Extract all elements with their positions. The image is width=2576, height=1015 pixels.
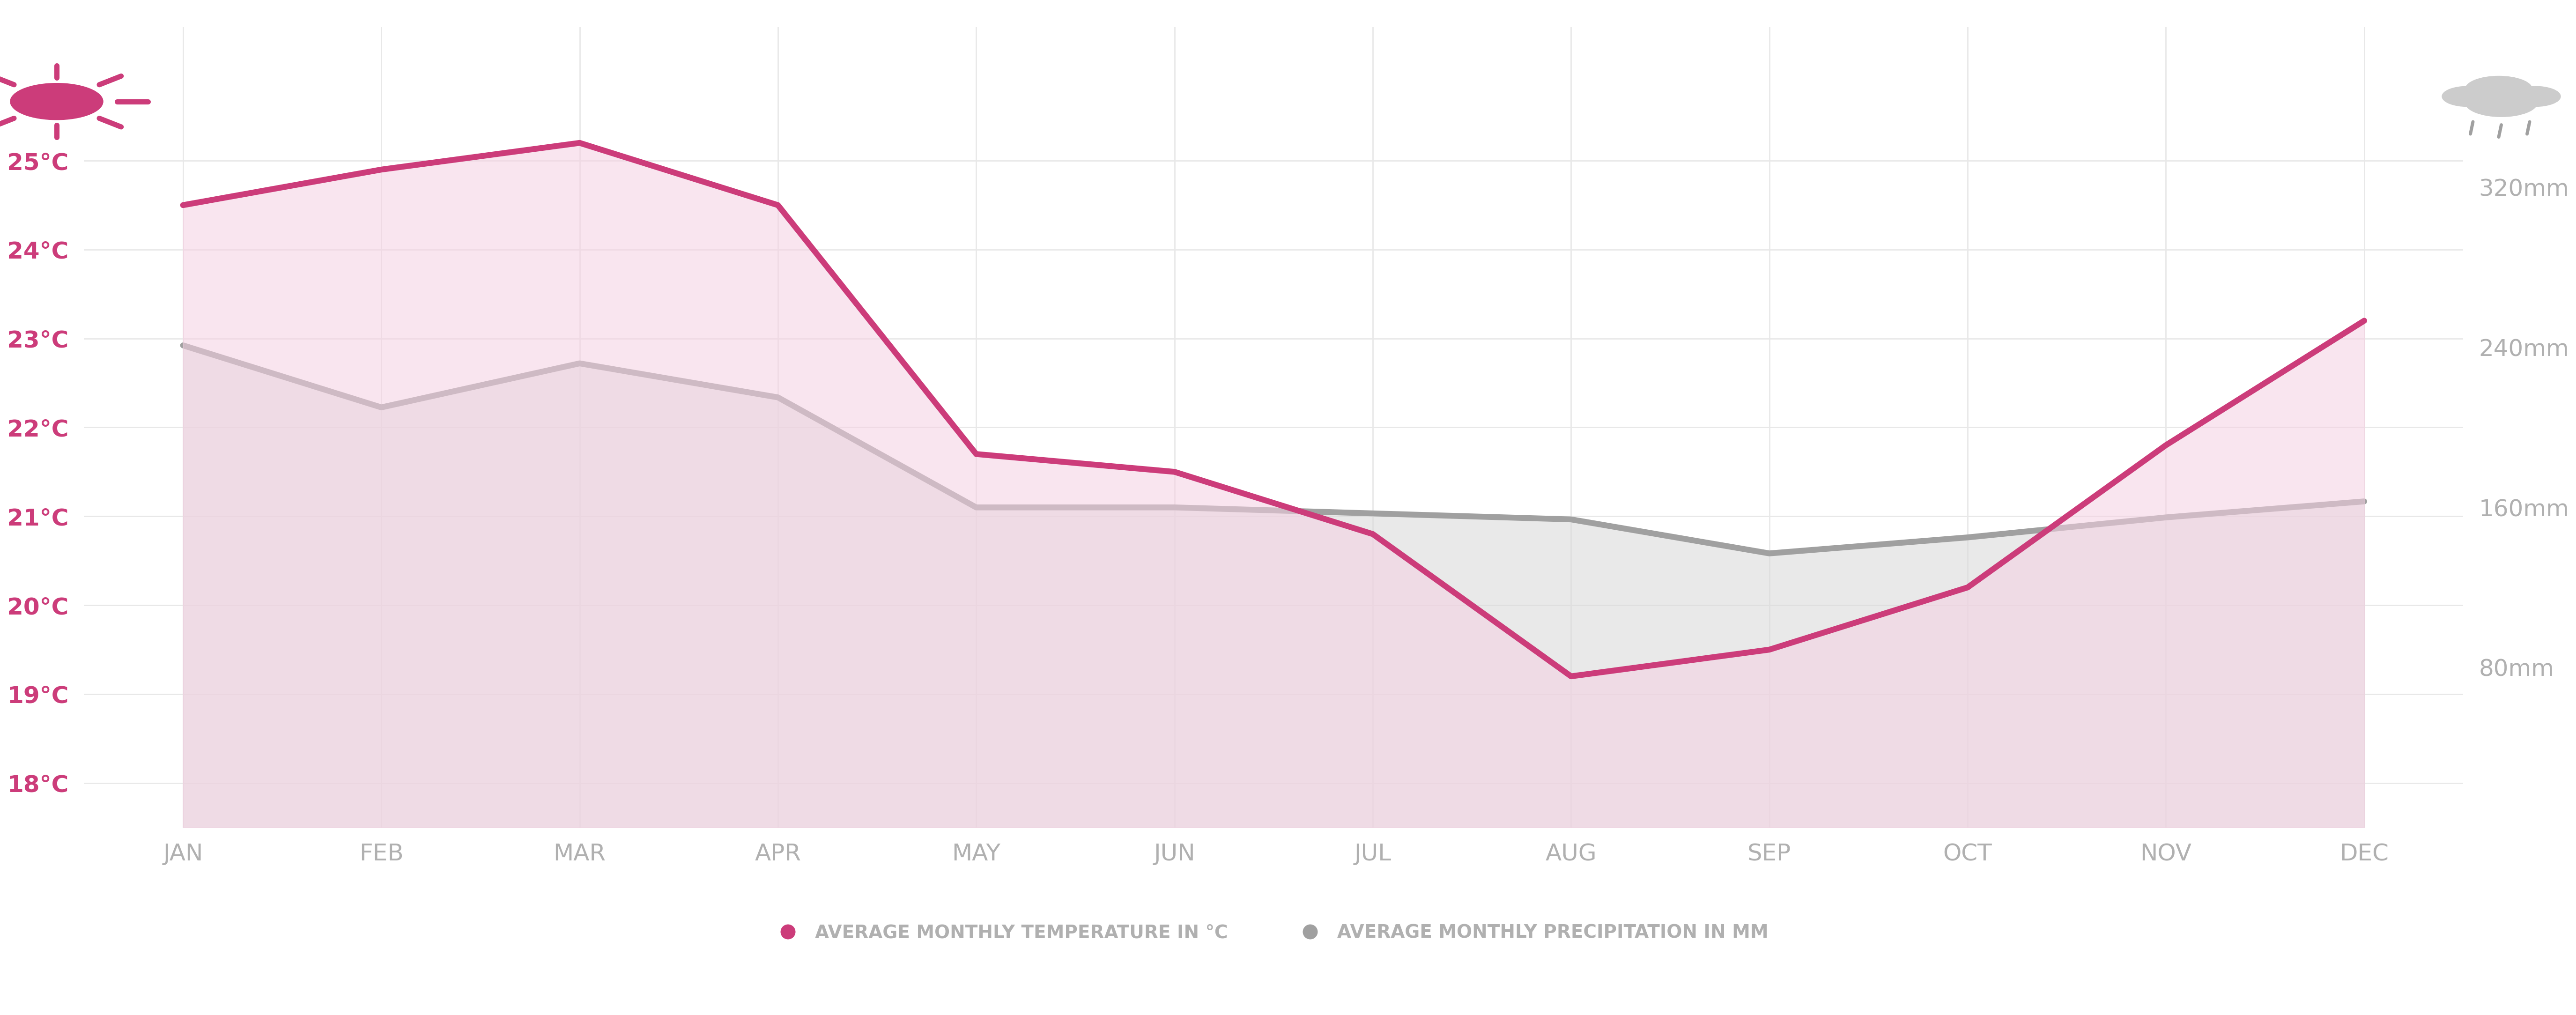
Legend: AVERAGE MONTHLY TEMPERATURE IN °C, AVERAGE MONTHLY PRECIPITATION IN MM: AVERAGE MONTHLY TEMPERATURE IN °C, AVERA…: [770, 917, 1775, 949]
